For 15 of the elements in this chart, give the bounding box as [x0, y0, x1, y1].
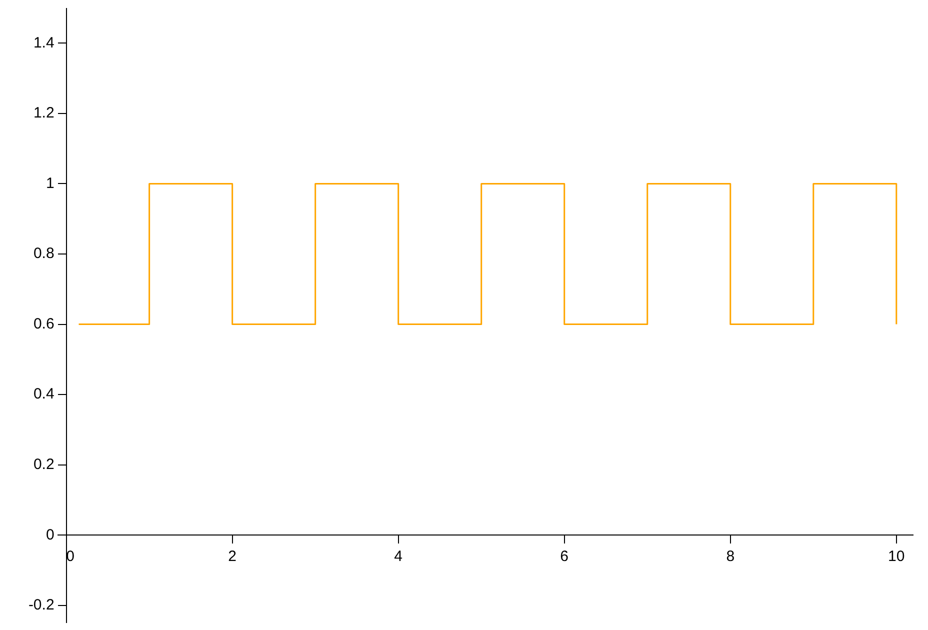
x-tick-label: 10 [888, 548, 905, 565]
y-tick-label: 0.4 [33, 386, 54, 403]
y-tick-label: 1.2 [33, 104, 54, 122]
x-tick-label: 2 [228, 548, 236, 565]
y-tick-label: 0.6 [33, 315, 54, 332]
y-tick-label: 1 [46, 174, 54, 192]
y-tick-label: -0.2 [28, 596, 54, 614]
y-tick-label: 1.4 [33, 34, 54, 52]
x-tick-label: 8 [726, 548, 735, 565]
y-tick-label: 0.2 [33, 456, 54, 473]
y-tick-label: 0 [46, 526, 54, 544]
x-tick-label: 0 [66, 548, 74, 565]
x-tick-label: 6 [560, 548, 569, 565]
x-tick-label: 4 [394, 548, 403, 565]
y-tick-label: 0.8 [33, 245, 54, 262]
